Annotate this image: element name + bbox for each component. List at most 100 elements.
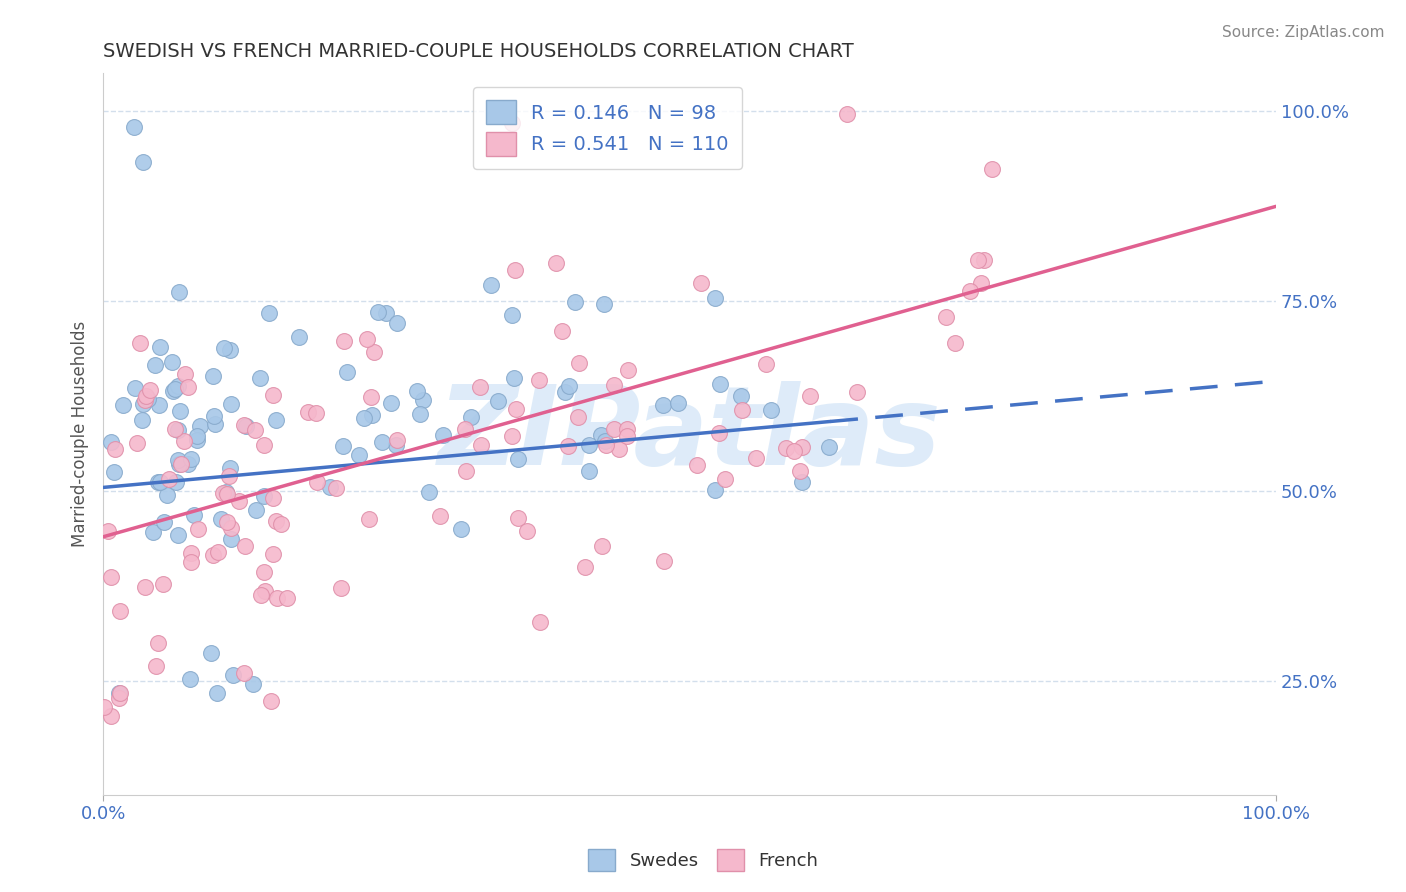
Point xyxy=(186,428,208,442)
Point xyxy=(529,373,551,387)
Point xyxy=(165,422,187,436)
Point xyxy=(93,699,115,714)
Point xyxy=(775,441,797,455)
Point xyxy=(707,425,730,440)
Point xyxy=(167,423,190,437)
Point xyxy=(602,378,624,392)
Point xyxy=(143,358,166,372)
Point xyxy=(108,685,131,699)
Point xyxy=(356,332,378,346)
Point xyxy=(186,433,208,447)
Point xyxy=(152,576,174,591)
Point xyxy=(146,475,169,489)
Text: ZIPatlas: ZIPatlas xyxy=(437,381,942,488)
Point xyxy=(546,255,568,269)
Point xyxy=(486,394,509,409)
Legend: R = 0.146   N = 98, R = 0.541   N = 110: R = 0.146 N = 98, R = 0.541 N = 110 xyxy=(472,87,742,169)
Text: SWEDISH VS FRENCH MARRIED-COUPLE HOUSEHOLDS CORRELATION CHART: SWEDISH VS FRENCH MARRIED-COUPLE HOUSEHO… xyxy=(103,42,853,61)
Point xyxy=(347,448,370,462)
Point xyxy=(454,463,477,477)
Point xyxy=(709,377,731,392)
Point xyxy=(162,384,184,399)
Point xyxy=(616,428,638,442)
Point xyxy=(188,418,211,433)
Point xyxy=(287,330,309,344)
Point xyxy=(966,252,988,267)
Point xyxy=(412,392,434,407)
Point xyxy=(170,457,193,471)
Point xyxy=(703,291,725,305)
Point xyxy=(690,276,713,290)
Point xyxy=(166,379,188,393)
Point xyxy=(730,389,752,403)
Point xyxy=(165,475,187,489)
Text: Source: ZipAtlas.com: Source: ZipAtlas.com xyxy=(1222,25,1385,40)
Point xyxy=(408,408,430,422)
Point xyxy=(468,380,491,394)
Point xyxy=(200,646,222,660)
Point xyxy=(134,580,156,594)
Point xyxy=(169,457,191,471)
Point xyxy=(835,107,858,121)
Point xyxy=(713,472,735,486)
Point xyxy=(122,120,145,135)
Point xyxy=(375,306,398,320)
Point xyxy=(100,569,122,583)
Point xyxy=(745,450,768,465)
Point xyxy=(385,433,408,447)
Point xyxy=(202,409,225,424)
Point xyxy=(219,461,242,475)
Point xyxy=(336,365,359,379)
Point xyxy=(262,548,284,562)
Point xyxy=(479,278,502,293)
Point xyxy=(432,427,454,442)
Point xyxy=(212,341,235,355)
Point xyxy=(262,388,284,402)
Point xyxy=(97,524,120,538)
Point xyxy=(218,343,240,357)
Legend: Swedes, French: Swedes, French xyxy=(581,842,825,879)
Point xyxy=(204,417,226,431)
Point xyxy=(253,438,276,452)
Point xyxy=(980,162,1002,177)
Point xyxy=(783,444,806,458)
Point xyxy=(593,296,616,310)
Point xyxy=(108,685,131,699)
Point xyxy=(167,453,190,467)
Point xyxy=(501,116,523,130)
Point xyxy=(260,694,283,708)
Point xyxy=(104,442,127,456)
Point xyxy=(228,494,250,508)
Point xyxy=(232,665,254,680)
Point xyxy=(173,434,195,448)
Point xyxy=(249,588,271,602)
Point xyxy=(652,554,675,568)
Point xyxy=(557,439,579,453)
Point xyxy=(450,522,472,536)
Point xyxy=(617,362,640,376)
Point xyxy=(135,389,157,403)
Point xyxy=(177,457,200,471)
Point xyxy=(233,539,256,553)
Point xyxy=(970,276,993,290)
Point xyxy=(429,508,451,523)
Point xyxy=(242,677,264,691)
Point xyxy=(551,324,574,338)
Point xyxy=(325,482,347,496)
Point xyxy=(363,345,385,359)
Point xyxy=(136,392,159,407)
Point xyxy=(564,294,586,309)
Point xyxy=(173,368,195,382)
Point xyxy=(817,440,839,454)
Point xyxy=(253,489,276,503)
Point xyxy=(219,397,242,411)
Point xyxy=(253,583,276,598)
Point xyxy=(264,514,287,528)
Point xyxy=(591,540,613,554)
Point xyxy=(180,546,202,560)
Point xyxy=(529,615,551,629)
Point xyxy=(262,491,284,505)
Point xyxy=(108,604,131,618)
Point xyxy=(567,410,589,425)
Point xyxy=(222,667,245,681)
